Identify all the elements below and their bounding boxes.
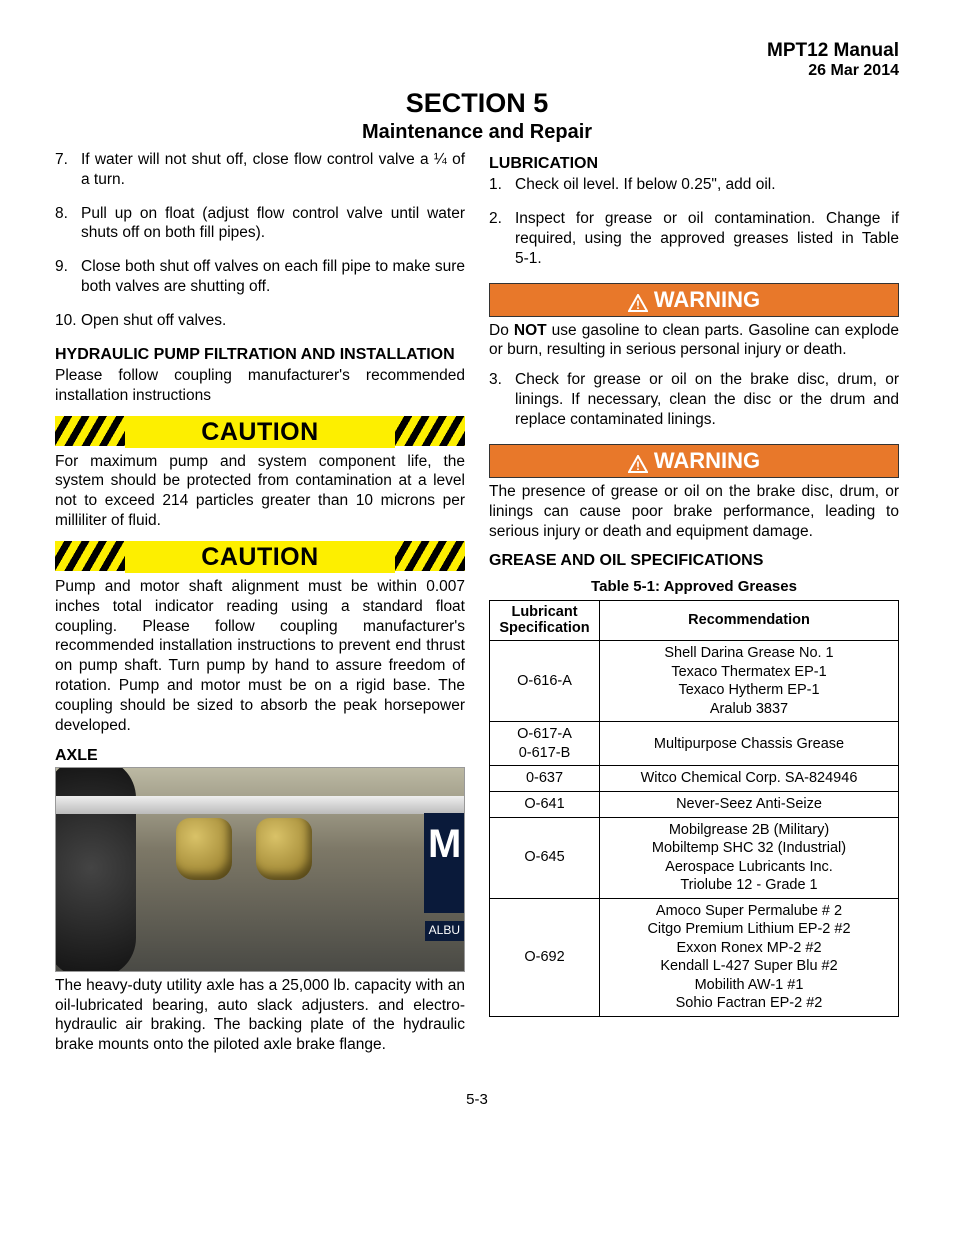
axle-heading: AXLE <box>55 746 465 765</box>
table-row: O-616-AShell Darina Grease No. 1 Texaco … <box>490 641 899 722</box>
table-col-spec: Lubricant Specification <box>490 600 600 640</box>
numbered-list-right-2: 3.Check for grease or oil on the brake d… <box>489 370 899 429</box>
list-number: 8. <box>55 204 81 244</box>
table-cell-spec: 0-637 <box>490 766 600 792</box>
svg-text:!: ! <box>636 459 640 473</box>
caution-label: CAUTION <box>125 416 395 448</box>
warning-banner-2: ! WARNING <box>489 444 899 478</box>
hydraulic-para: Please follow coupling manufacturer's re… <box>55 366 465 406</box>
table-cell-spec: O-616-A <box>490 641 600 722</box>
content-columns: 7.If water will not shut off, close flow… <box>55 150 899 1065</box>
list-item: 10.Open shut off valves. <box>55 311 465 331</box>
table-col-rec: Recommendation <box>600 600 899 640</box>
bar-shape <box>56 796 464 814</box>
cylinder-shape <box>176 818 232 880</box>
caution-label: CAUTION <box>125 541 395 573</box>
axle-para: The heavy-duty utility axle has a 25,000… <box>55 976 465 1055</box>
image-albu-text: ALBU <box>425 921 464 940</box>
list-item: 2.Inspect for grease or oil contaminatio… <box>489 209 899 268</box>
table-row: O-645Mobilgrease 2B (Military) Mobiltemp… <box>490 817 899 898</box>
list-number: 7. <box>55 150 81 190</box>
caution-stripe-icon <box>55 416 125 446</box>
warning-triangle-icon: ! <box>628 452 648 470</box>
table-row: O-617-A 0-617-BMultipurpose Chassis Grea… <box>490 722 899 766</box>
caution-stripe-icon <box>55 541 125 571</box>
list-number: 9. <box>55 257 81 297</box>
grease-heading: GREASE AND OIL SPECIFICATIONS <box>489 551 899 570</box>
list-text: Close both shut off valves on each fill … <box>81 257 465 297</box>
table-cell-spec: O-645 <box>490 817 600 898</box>
table-row: 0-637Witco Chemical Corp. SA-824946 <box>490 766 899 792</box>
list-number: 3. <box>489 370 515 429</box>
numbered-list-left: 7.If water will not shut off, close flow… <box>55 150 465 331</box>
warning-2-text: The presence of grease or oil on the bra… <box>489 482 899 541</box>
list-text: Open shut off valves. <box>81 311 465 331</box>
table-cell-rec: Shell Darina Grease No. 1 Texaco Thermat… <box>600 641 899 722</box>
warn1-pre: Do <box>489 322 514 339</box>
svg-text:!: ! <box>636 298 640 312</box>
lubrication-heading: LUBRICATION <box>489 154 899 173</box>
list-item: 8.Pull up on float (adjust flow control … <box>55 204 465 244</box>
page-header: MPT12 Manual 26 Mar 2014 <box>55 40 899 80</box>
table-cell-spec: O-641 <box>490 791 600 817</box>
image-side-text: M <box>424 813 464 913</box>
list-text: Pull up on float (adjust flow control va… <box>81 204 465 244</box>
table-caption: Table 5-1: Approved Greases <box>489 577 899 596</box>
list-item: 7.If water will not shut off, close flow… <box>55 150 465 190</box>
warning-banner-1: ! WARNING <box>489 283 899 317</box>
list-item: 1.Check oil level. If below 0.25", add o… <box>489 175 899 195</box>
warning-triangle-icon: ! <box>628 291 648 309</box>
caution-1-text: For maximum pump and system component li… <box>55 452 465 531</box>
table-cell-rec: Amoco Super Permalube # 2 Citgo Premium … <box>600 898 899 1016</box>
table-cell-rec: Mobilgrease 2B (Military) Mobiltemp SHC … <box>600 817 899 898</box>
table-cell-rec: Multipurpose Chassis Grease <box>600 722 899 766</box>
right-column: LUBRICATION 1.Check oil level. If below … <box>489 150 899 1065</box>
warning-label: WARNING <box>654 447 760 475</box>
table-cell-rec: Never-Seez Anti-Seize <box>600 791 899 817</box>
list-text: Check for grease or oil on the brake dis… <box>515 370 899 429</box>
caution-2-text: Pump and motor shaft alignment must be w… <box>55 577 465 736</box>
page-number: 5-3 <box>55 1091 899 1108</box>
manual-title: MPT12 Manual <box>55 40 899 62</box>
list-text: Check oil level. If below 0.25", add oil… <box>515 175 899 195</box>
left-column: 7.If water will not shut off, close flow… <box>55 150 465 1065</box>
warning-1-text: Do NOT use gasoline to clean parts. Gaso… <box>489 321 899 361</box>
table-cell-spec: O-692 <box>490 898 600 1016</box>
section-title: SECTION 5 <box>55 88 899 119</box>
cylinder-shape <box>256 818 312 880</box>
caution-stripe-icon <box>395 541 465 571</box>
warning-label: WARNING <box>654 286 760 314</box>
warn1-bold: NOT <box>514 322 547 339</box>
list-text: Inspect for grease or oil contamination.… <box>515 209 899 268</box>
manual-date: 26 Mar 2014 <box>55 62 899 80</box>
table-row: O-692Amoco Super Permalube # 2 Citgo Pre… <box>490 898 899 1016</box>
caution-banner-1: CAUTION <box>55 416 465 448</box>
caution-banner-2: CAUTION <box>55 541 465 573</box>
list-item: 9.Close both shut off valves on each fil… <box>55 257 465 297</box>
list-number: 2. <box>489 209 515 268</box>
hydraulic-heading: HYDRAULIC PUMP FILTRATION AND INSTALLATI… <box>55 345 465 364</box>
page: MPT12 Manual 26 Mar 2014 SECTION 5 Maint… <box>0 0 954 1138</box>
axle-image: M ALBU <box>55 767 465 972</box>
caution-stripe-icon <box>395 416 465 446</box>
warn1-post: use gasoline to clean parts. Gasoline ca… <box>489 322 899 359</box>
table-row: O-641Never-Seez Anti-Seize <box>490 791 899 817</box>
list-text: If water will not shut off, close flow c… <box>81 150 465 190</box>
list-number: 10. <box>55 311 81 331</box>
grease-table: Lubricant Specification Recommendation O… <box>489 600 899 1017</box>
list-item: 3.Check for grease or oil on the brake d… <box>489 370 899 429</box>
table-header-row: Lubricant Specification Recommendation <box>490 600 899 640</box>
table-cell-rec: Witco Chemical Corp. SA-824946 <box>600 766 899 792</box>
numbered-list-right-1: 1.Check oil level. If below 0.25", add o… <box>489 175 899 268</box>
table-cell-spec: O-617-A 0-617-B <box>490 722 600 766</box>
section-subtitle: Maintenance and Repair <box>55 121 899 144</box>
list-number: 1. <box>489 175 515 195</box>
